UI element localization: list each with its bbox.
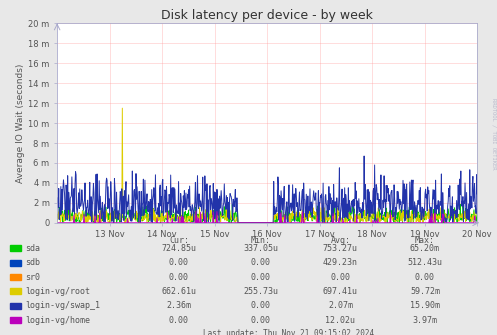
Text: sr0: sr0 bbox=[25, 273, 40, 281]
Text: 724.85u: 724.85u bbox=[162, 244, 196, 253]
Text: 0.00: 0.00 bbox=[251, 258, 271, 267]
Text: Avg:: Avg: bbox=[331, 236, 350, 245]
Text: 0.00: 0.00 bbox=[169, 258, 189, 267]
Text: 15.90m: 15.90m bbox=[410, 302, 440, 310]
Text: 2.36m: 2.36m bbox=[166, 302, 191, 310]
Text: Min:: Min: bbox=[251, 236, 271, 245]
Text: 662.61u: 662.61u bbox=[162, 287, 196, 296]
Text: 753.27u: 753.27u bbox=[323, 244, 358, 253]
Text: 59.72m: 59.72m bbox=[410, 287, 440, 296]
Text: 0.00: 0.00 bbox=[169, 316, 189, 325]
Text: 0.00: 0.00 bbox=[169, 273, 189, 281]
Text: 0.00: 0.00 bbox=[251, 316, 271, 325]
Text: 0.00: 0.00 bbox=[251, 302, 271, 310]
Text: 0.00: 0.00 bbox=[251, 273, 271, 281]
Text: 3.97m: 3.97m bbox=[413, 316, 437, 325]
Text: 697.41u: 697.41u bbox=[323, 287, 358, 296]
Text: 255.73u: 255.73u bbox=[244, 287, 278, 296]
Text: Max:: Max: bbox=[415, 236, 435, 245]
Text: 65.20m: 65.20m bbox=[410, 244, 440, 253]
Text: login-vg/root: login-vg/root bbox=[25, 287, 90, 296]
Y-axis label: Average IO Wait (seconds): Average IO Wait (seconds) bbox=[16, 63, 25, 183]
Text: 12.02u: 12.02u bbox=[326, 316, 355, 325]
Text: sda: sda bbox=[25, 244, 40, 253]
Text: login-vg/swap_1: login-vg/swap_1 bbox=[25, 302, 100, 310]
Text: login-vg/home: login-vg/home bbox=[25, 316, 90, 325]
Text: 337.05u: 337.05u bbox=[244, 244, 278, 253]
Text: 429.23n: 429.23n bbox=[323, 258, 358, 267]
Text: Cur:: Cur: bbox=[169, 236, 189, 245]
Text: 2.07m: 2.07m bbox=[328, 302, 353, 310]
Text: Last update: Thu Nov 21 09:15:02 2024: Last update: Thu Nov 21 09:15:02 2024 bbox=[203, 329, 374, 335]
Text: 0.00: 0.00 bbox=[331, 273, 350, 281]
Text: sdb: sdb bbox=[25, 258, 40, 267]
Text: 512.43u: 512.43u bbox=[408, 258, 442, 267]
Title: Disk latency per device - by week: Disk latency per device - by week bbox=[161, 9, 373, 22]
Text: RRDTOOL / TOBI OETIKER: RRDTOOL / TOBI OETIKER bbox=[491, 98, 496, 170]
Text: 0.00: 0.00 bbox=[415, 273, 435, 281]
